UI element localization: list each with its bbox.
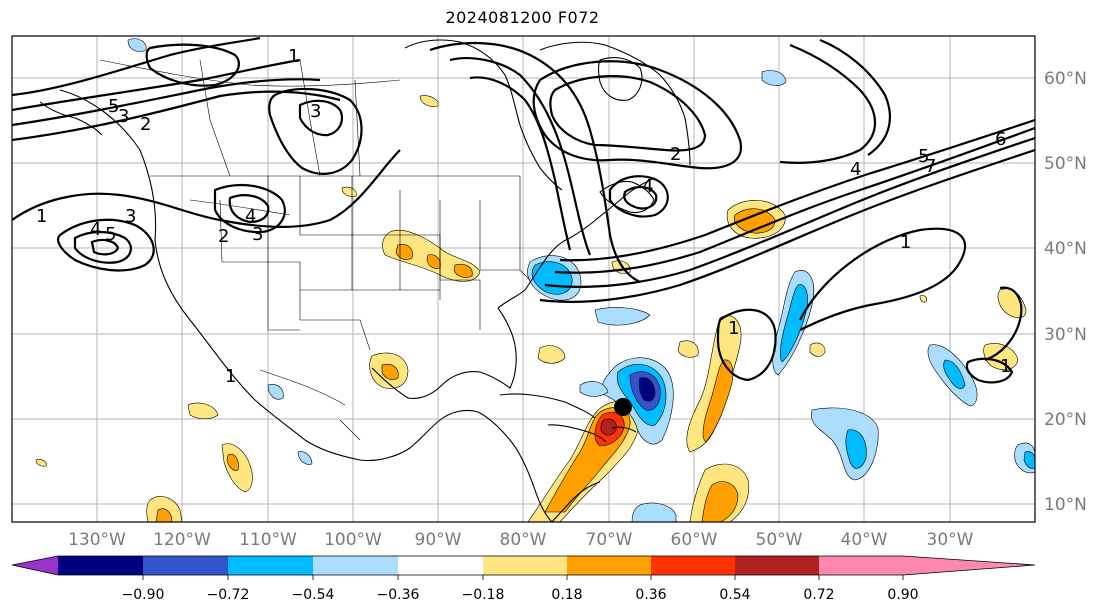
colorbar-tick-label: 0.72 (803, 587, 834, 603)
lat-label: 40°N (1044, 239, 1087, 259)
contour-label: 2 (218, 226, 229, 247)
colorbar-segment (228, 556, 313, 575)
contour-label: 5 (918, 146, 929, 167)
storm-center-dot (614, 398, 632, 416)
lon-label: 30°W (927, 530, 974, 550)
lon-label: 120°W (153, 530, 211, 550)
contour-lines (12, 36, 1035, 384)
colorbar-tick-label: −0.90 (122, 587, 165, 603)
contour-label: 3 (118, 106, 129, 127)
map-title: 2024081200 F072 (445, 8, 600, 27)
lat-label: 50°N (1044, 154, 1087, 174)
map-frame (11, 35, 1036, 523)
contour-label: 1 (225, 366, 236, 387)
colorbar-tick-label: 0.36 (635, 587, 666, 603)
lon-label: 80°W (500, 530, 547, 550)
longitude-labels: 130°W 120°W 110°W 100°W 90°W 80°W 70°W 6… (68, 530, 974, 550)
lon-label: 130°W (68, 530, 126, 550)
coastlines (39, 39, 691, 522)
colorbar-segment (651, 556, 735, 575)
contour-label: 6 (995, 129, 1006, 150)
contour-label: 1 (288, 46, 299, 67)
colorbar-segment (819, 556, 903, 575)
contour-label: 1 (1000, 356, 1011, 377)
contour-label: 4 (850, 159, 861, 180)
colorbar-segment (58, 556, 143, 575)
colorbar-segment (143, 556, 228, 575)
latitude-labels: 60°N 50°N 40°N 30°N 20°N 10°N (1044, 69, 1087, 515)
contour-label: 1 (900, 232, 911, 253)
colorbar-tick-label: 0.90 (887, 587, 918, 603)
lat-label: 60°N (1044, 69, 1087, 89)
contour-label: 5 (105, 224, 116, 245)
lon-label: 60°W (671, 530, 718, 550)
colorbar-extend-low (12, 556, 58, 575)
colorbar-tick-label: 0.18 (551, 587, 582, 603)
colorbar-tick-label: −0.54 (292, 587, 335, 603)
contour-label: 2 (670, 144, 681, 165)
lat-label: 20°N (1044, 410, 1087, 430)
lon-label: 110°W (239, 530, 297, 550)
colorbar-segment (313, 556, 398, 575)
colorbar-tick-label: 0.54 (719, 587, 750, 603)
colorbar-segment (735, 556, 819, 575)
contour-label: 1 (728, 318, 739, 339)
contour-label: 3 (125, 206, 136, 227)
contour-label: 5 (108, 96, 119, 117)
contour-label: 4 (90, 219, 101, 240)
colorbar-tick-label: −0.72 (207, 587, 250, 603)
colorbar-segment (567, 556, 651, 575)
lat-label: 10°N (1044, 495, 1087, 515)
colorbar: −0.90 −0.72 −0.54 −0.36 −0.18 0.18 0.36 … (11, 555, 1036, 603)
lon-label: 100°W (324, 530, 382, 550)
contour-label-group: 1 1 1 1 1 1 2 2 2 3 3 3 3 4 4 4 4 5 5 5 … (36, 46, 1011, 387)
contour-label: 2 (140, 114, 151, 135)
map-content: 1 1 1 1 1 1 2 2 2 3 3 3 3 4 4 4 4 5 5 5 … (12, 36, 1035, 522)
contour-label: 7 (925, 156, 936, 177)
contour-label: 4 (245, 206, 256, 227)
lon-label: 90°W (415, 530, 462, 550)
lon-label: 70°W (586, 530, 633, 550)
colorbar-tick-label: −0.36 (377, 587, 420, 603)
colorbar-segment (398, 556, 483, 575)
colorbar-tick-label: −0.18 (462, 587, 505, 603)
contour-label: 4 (642, 176, 653, 197)
contour-label: 3 (252, 224, 263, 245)
lat-label: 30°N (1044, 325, 1087, 345)
colorbar-segment (483, 556, 567, 575)
lon-label: 40°W (841, 530, 888, 550)
lon-label: 50°W (756, 530, 803, 550)
contour-label: 1 (36, 206, 47, 227)
contour-label: 3 (310, 101, 321, 122)
colorbar-extend-high (903, 556, 1035, 575)
